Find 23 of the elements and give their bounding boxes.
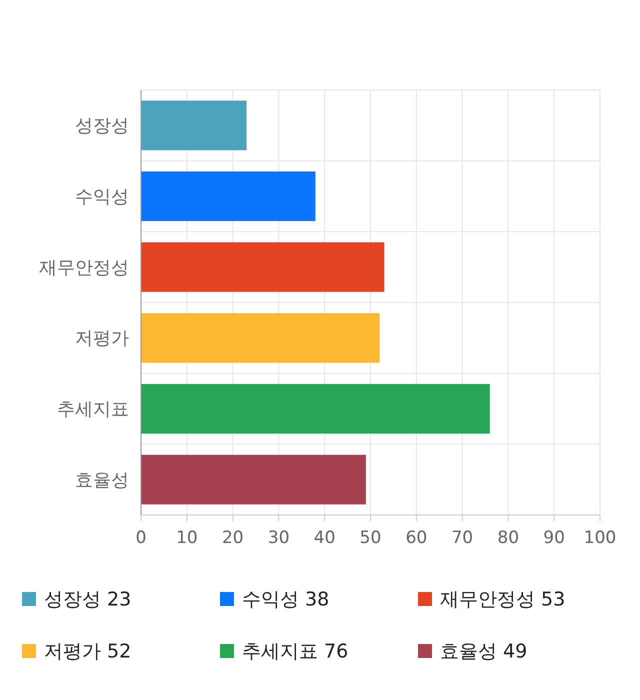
x-tick-label: 100 [584,528,616,548]
x-tick-label: 30 [268,528,290,548]
x-tick-label: 20 [222,528,244,548]
legend-label: 재무안정성 53 [440,588,566,611]
legend-label: 효율성 49 [440,640,528,663]
y-tick-label: 추세지표 [57,399,129,420]
x-tick-label: 0 [136,528,146,548]
y-tick-label: 수익성 [75,186,129,208]
y-tick-label: 재무안정성 [39,257,129,278]
legend-label: 저평가 52 [44,640,132,663]
legend-label: 추세지표 76 [242,640,348,663]
legend-label: 성장성 23 [44,588,132,611]
x-tick-label: 90 [543,528,565,548]
x-tick-label: 70 [451,528,474,548]
y-tick-label: 저평가 [75,328,129,350]
legend-label: 수익성 38 [242,588,330,611]
y-tick-label: 효율성 [75,470,129,491]
x-tick-label: 60 [406,528,428,548]
x-tick-label: 50 [360,528,382,548]
x-tick-label: 40 [314,528,336,548]
x-tick-label: 10 [176,528,198,548]
y-tick-label: 성장성 [75,116,129,137]
x-tick-label: 80 [497,528,520,548]
